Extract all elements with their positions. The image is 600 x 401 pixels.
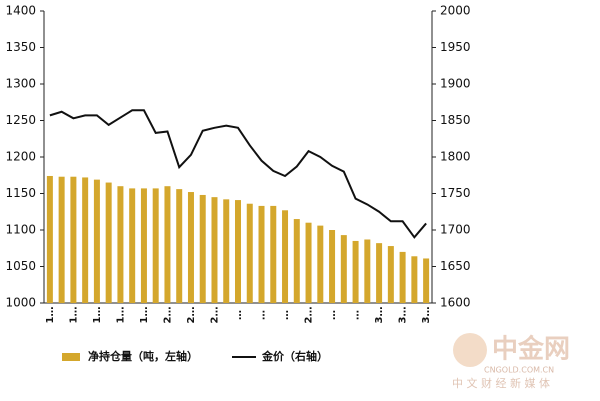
bar — [399, 251, 406, 303]
y2-tick-label: 1650 — [440, 259, 471, 273]
bar — [387, 246, 394, 303]
x-tick-label: … — [280, 310, 291, 320]
bar — [117, 186, 124, 303]
bar — [376, 243, 383, 303]
y-tick-label: 1100 — [5, 223, 36, 237]
y-tick-label: 1350 — [5, 40, 36, 54]
y2-tick-label: 1850 — [440, 113, 471, 127]
bar — [129, 188, 136, 303]
legend-label: 净持仓量（吨，左轴） — [88, 349, 198, 363]
bar — [164, 186, 171, 303]
y2-tick-label: 2000 — [440, 4, 471, 18]
bar — [223, 199, 230, 303]
x-tick-label: 2… — [209, 307, 220, 324]
y-tick-label: 1400 — [5, 4, 36, 18]
x-tick-label: 1… — [115, 307, 126, 324]
bar — [258, 205, 265, 303]
bar — [423, 258, 430, 303]
x-tick-label: 3… — [421, 307, 432, 324]
bar — [82, 177, 89, 303]
bar — [293, 219, 300, 303]
y2-tick-label: 1700 — [440, 223, 471, 237]
logo — [453, 333, 487, 367]
line — [49, 109, 427, 239]
x-tick-label: 1… — [68, 307, 79, 324]
x-tick-label: … — [327, 310, 338, 320]
bar — [93, 179, 100, 303]
legend-label: 金价（右轴） — [261, 349, 328, 363]
y2-tick-label: 1900 — [440, 77, 471, 91]
x-tick-label: 1… — [45, 307, 56, 324]
bar — [70, 176, 77, 303]
y2-tick-label: 1950 — [440, 40, 471, 54]
watermark-slogan: 中 文 财 经 新 媒 体 — [452, 376, 550, 390]
bar — [199, 194, 206, 303]
bar — [152, 188, 159, 303]
y2-tick-label: 1750 — [440, 186, 471, 200]
bar — [317, 225, 324, 303]
bar — [58, 176, 65, 303]
y2-tick-label: 1800 — [440, 150, 471, 164]
x-tick-label: 3… — [398, 307, 409, 324]
y-tick-label: 1050 — [5, 259, 36, 273]
bar — [235, 200, 241, 303]
bar — [305, 222, 312, 303]
bar — [352, 240, 359, 303]
bar — [140, 188, 147, 303]
x-tick-label: … — [233, 310, 244, 320]
bar — [105, 182, 112, 303]
watermark-url: CNGOLD.COM.CN — [484, 366, 554, 375]
bar — [282, 210, 289, 303]
x-tick-label: 2… — [162, 307, 173, 324]
watermark: 中金网 CNGOLD.COM.CN 中 文 财 经 新 媒 体 — [452, 333, 570, 390]
x-tick-label: 1… — [92, 307, 103, 324]
x-tick-label: … — [257, 310, 268, 320]
bar — [187, 192, 194, 303]
y-tick-label: 1250 — [5, 113, 36, 127]
legend-swatch — [62, 353, 80, 361]
y-tick-label: 1300 — [5, 77, 36, 91]
x-tick-label: 3… — [374, 307, 385, 324]
bar — [46, 175, 53, 303]
y-tick-label: 1000 — [5, 296, 36, 310]
bar — [211, 197, 218, 303]
x-tick-label: 2… — [304, 307, 315, 324]
bar — [270, 205, 277, 303]
watermark-name: 中金网 — [492, 334, 570, 365]
x-tick-label: … — [351, 310, 362, 320]
bar — [246, 203, 253, 303]
bar — [329, 230, 336, 303]
bar — [364, 239, 371, 303]
y-tick-label: 1150 — [5, 186, 36, 200]
bar — [176, 189, 183, 303]
y-tick-label: 1200 — [5, 150, 36, 164]
y2-tick-label: 1600 — [440, 296, 471, 310]
x-tick-label: 2… — [186, 307, 197, 324]
x-tick-label: 1… — [139, 307, 150, 324]
bar — [340, 235, 347, 303]
bar — [411, 256, 418, 303]
